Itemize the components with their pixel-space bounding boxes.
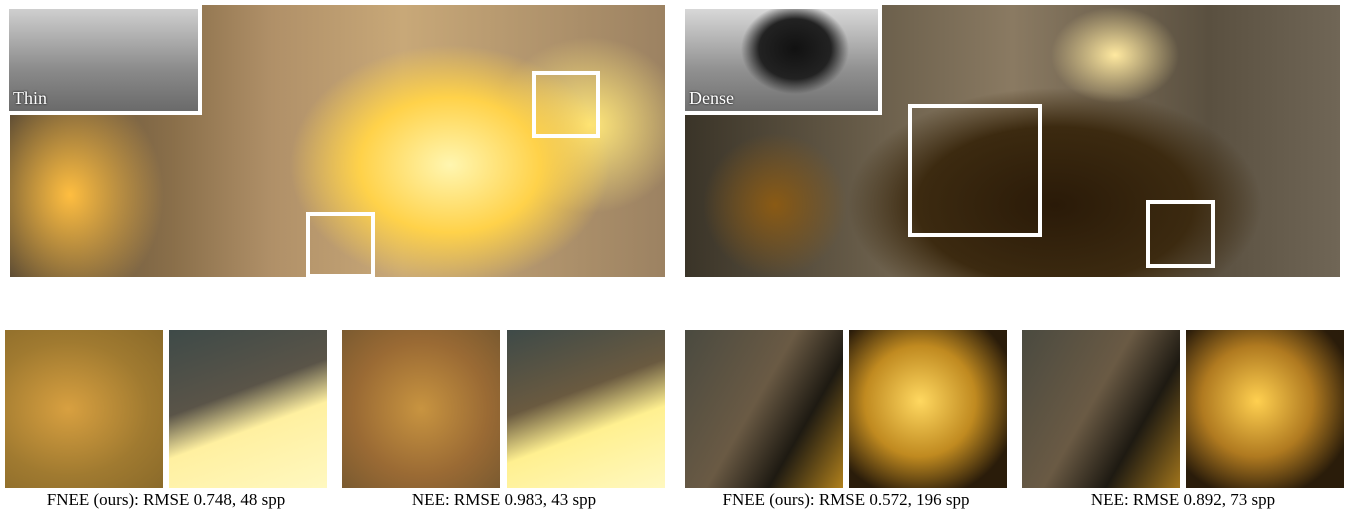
dense-inset: Dense xyxy=(681,5,882,115)
caption: FNEE (ours): RMSE 0.748, 48 spp xyxy=(46,490,286,509)
thin-inset: Thin xyxy=(5,5,202,115)
inset-label: Dense xyxy=(689,88,734,108)
crop xyxy=(507,330,665,488)
crop xyxy=(1022,330,1180,488)
crop-box xyxy=(532,71,600,138)
crop xyxy=(849,330,1007,488)
caption: NEE: RMSE 0.983, 43 spp xyxy=(411,490,597,509)
crop xyxy=(342,330,500,488)
caption: NEE: RMSE 0.892, 73 spp xyxy=(1090,490,1276,509)
crop xyxy=(1186,330,1344,488)
crop-box xyxy=(908,104,1042,237)
crop-box xyxy=(1146,200,1215,268)
crop xyxy=(5,330,163,488)
caption: FNEE (ours): RMSE 0.572, 196 spp xyxy=(722,490,970,509)
crop xyxy=(169,330,327,488)
crop xyxy=(685,330,843,488)
inset-label: Thin xyxy=(13,88,47,108)
crop-box xyxy=(306,212,375,278)
